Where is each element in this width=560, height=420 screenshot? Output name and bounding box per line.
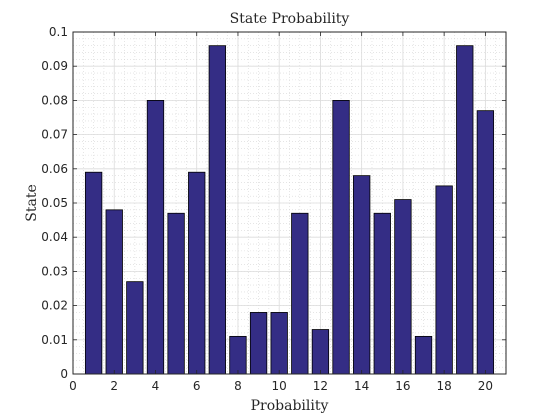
x-tick-label: 14 <box>354 379 369 393</box>
bar-7 <box>208 45 226 375</box>
bar-12 <box>311 329 330 375</box>
y-tick-label: 0.07 <box>41 128 68 142</box>
y-tick-label: 0.01 <box>41 333 68 347</box>
bar-17 <box>414 335 433 375</box>
y-tick-label: 0.02 <box>41 299 68 313</box>
y-tick-label: 0 <box>60 367 68 381</box>
bars <box>84 45 495 375</box>
bar-6 <box>188 171 206 375</box>
y-axis-title: State <box>24 184 40 221</box>
bar-5 <box>167 212 185 375</box>
x-tick-label: 6 <box>193 379 201 393</box>
x-tick-label: 20 <box>478 379 493 393</box>
y-tick-label: 0.05 <box>41 196 68 210</box>
x-tick-label: 2 <box>110 379 118 393</box>
x-tick-label: 0 <box>69 379 77 393</box>
x-tick-label: 10 <box>272 379 287 393</box>
bar-19 <box>456 45 474 375</box>
y-tick-label: 0.08 <box>41 93 68 107</box>
bar-20 <box>476 110 495 375</box>
bar-14 <box>353 175 371 375</box>
bar-16 <box>394 199 412 375</box>
bar-13 <box>332 100 350 375</box>
y-ticks: 0 0.01 0.02 0.03 0.04 0.05 0.06 0.07 0.08 0.09 0.1 <box>41 25 506 381</box>
x-tick-label: 16 <box>395 379 410 393</box>
y-tick-label: 0.09 <box>41 59 68 73</box>
x-tick-label: 18 <box>437 379 452 393</box>
bar-1 <box>84 171 103 375</box>
y-tick-label: 0.04 <box>41 230 68 244</box>
x-ticks: 0 2 4 6 8 10 12 14 16 18 20 <box>69 32 493 393</box>
bar-9 <box>249 312 268 375</box>
bar-2 <box>105 209 123 375</box>
bar-11 <box>291 212 309 375</box>
bar-18 <box>435 185 453 375</box>
y-tick-label: 0.03 <box>41 264 68 278</box>
y-tick-label: 0.1 <box>49 25 68 39</box>
x-axis-title: Probability <box>251 398 329 414</box>
bar-15 <box>373 212 391 375</box>
bar-4 <box>146 100 165 375</box>
bar-8 <box>229 335 247 375</box>
x-tick-label: 12 <box>313 379 328 393</box>
y-tick-label: 0.06 <box>41 162 68 176</box>
x-tick-label: 8 <box>234 379 242 393</box>
x-tick-label: 4 <box>152 379 160 393</box>
bar-10 <box>270 312 288 375</box>
chart-title: State Probability <box>230 11 350 27</box>
bar-3 <box>126 281 144 375</box>
